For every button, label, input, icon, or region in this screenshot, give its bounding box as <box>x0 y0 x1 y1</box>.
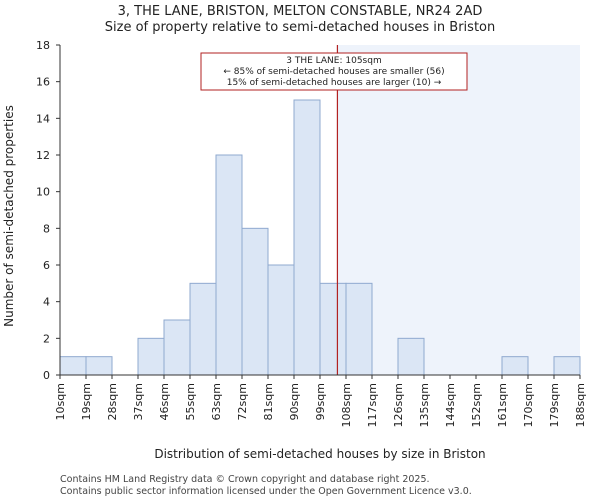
bar-55sqm <box>189 282 217 376</box>
x-tick-label-55sqm: 55sqm <box>184 383 197 420</box>
x-tick-label-81sqm: 81sqm <box>262 383 275 420</box>
y-tick-label-8: 8 <box>43 222 50 235</box>
bar-10sqm <box>59 356 87 376</box>
bar-19sqm <box>85 356 113 376</box>
y-ticks: 0 2 4 6 8 10 12 14 16 18 <box>36 39 60 382</box>
x-tick-label-90sqm: 90sqm <box>288 383 301 420</box>
x-tick-label-99sqm: 99sqm <box>314 383 327 420</box>
bar-126sqm <box>397 337 425 376</box>
histogram-bars <box>59 99 581 376</box>
x-tick-label-152sqm: 152sqm <box>470 383 483 427</box>
bar-37sqm <box>137 337 165 376</box>
bar-179sqm <box>553 356 581 376</box>
bar-46sqm <box>163 319 191 376</box>
footer-line2: Contains public sector information licen… <box>60 486 472 497</box>
x-tick-label-46sqm: 46sqm <box>158 383 171 420</box>
x-tick-label-37sqm: 37sqm <box>132 383 145 420</box>
x-tick-label-188sqm: 188sqm <box>574 383 587 427</box>
x-tick-label-161sqm: 161sqm <box>496 383 509 427</box>
annotation-box: 3 THE LANE: 105sqm ← 85% of semi-detache… <box>200 52 468 91</box>
chart-title-line1: 3, THE LANE, BRISTON, MELTON CONSTABLE, … <box>118 4 483 19</box>
x-tick-label-19sqm: 19sqm <box>80 383 93 420</box>
x-axis-label: Distribution of semi-detached houses by … <box>154 447 485 461</box>
footer-line1: Contains HM Land Registry data © Crown c… <box>60 474 430 485</box>
bar-99sqm <box>319 282 347 376</box>
y-axis-label: Number of semi-detached properties <box>2 105 16 327</box>
y-tick-label-6: 6 <box>43 259 50 272</box>
larger-region <box>337 45 580 375</box>
bar-108sqm <box>345 282 373 376</box>
chart-title-line2: Size of property relative to semi-detach… <box>105 20 495 35</box>
y-tick-label-18: 18 <box>36 39 50 52</box>
y-tick-label-4: 4 <box>43 296 50 309</box>
y-tick-label-2: 2 <box>43 332 50 345</box>
x-tick-label-72sqm: 72sqm <box>236 383 249 420</box>
x-tick-label-28sqm: 28sqm <box>106 383 119 420</box>
annotation-line3: 15% of semi-detached houses are larger (… <box>227 78 442 88</box>
y-tick-label-16: 16 <box>36 76 50 89</box>
y-tick-label-10: 10 <box>36 186 50 199</box>
bar-81sqm <box>267 264 295 376</box>
annotation-line2: ← 85% of semi-detached houses are smalle… <box>223 67 444 77</box>
x-tick-label-126sqm: 126sqm <box>392 383 405 427</box>
x-tick-label-170sqm: 170sqm <box>522 383 535 427</box>
x-tick-label-179sqm: 179sqm <box>548 383 561 427</box>
x-ticks: 10sqm 19sqm 28sqm 37sqm 46sqm 55sqm 63sqm 72sqm… <box>54 375 587 427</box>
annotation-box-frame <box>200 52 468 91</box>
y-tick-label-14: 14 <box>36 112 50 125</box>
x-tick-label-10sqm: 10sqm <box>54 383 67 420</box>
x-tick-label-135sqm: 135sqm <box>418 383 431 427</box>
x-tick-label-117sqm: 117sqm <box>366 383 379 427</box>
bar-63sqm <box>215 154 243 376</box>
x-tick-label-108sqm: 108sqm <box>340 383 353 427</box>
y-tick-label-0: 0 <box>43 369 50 382</box>
x-tick-label-144sqm: 144sqm <box>444 383 457 427</box>
larger-region-fill <box>337 45 580 375</box>
y-tick-label-12: 12 <box>36 149 50 162</box>
annotation-line1: 3 THE LANE: 105sqm <box>286 56 381 66</box>
bar-72sqm <box>241 227 269 376</box>
bar-90sqm <box>293 99 321 376</box>
x-tick-label-63sqm: 63sqm <box>210 383 223 420</box>
bar-161sqm <box>501 356 529 376</box>
